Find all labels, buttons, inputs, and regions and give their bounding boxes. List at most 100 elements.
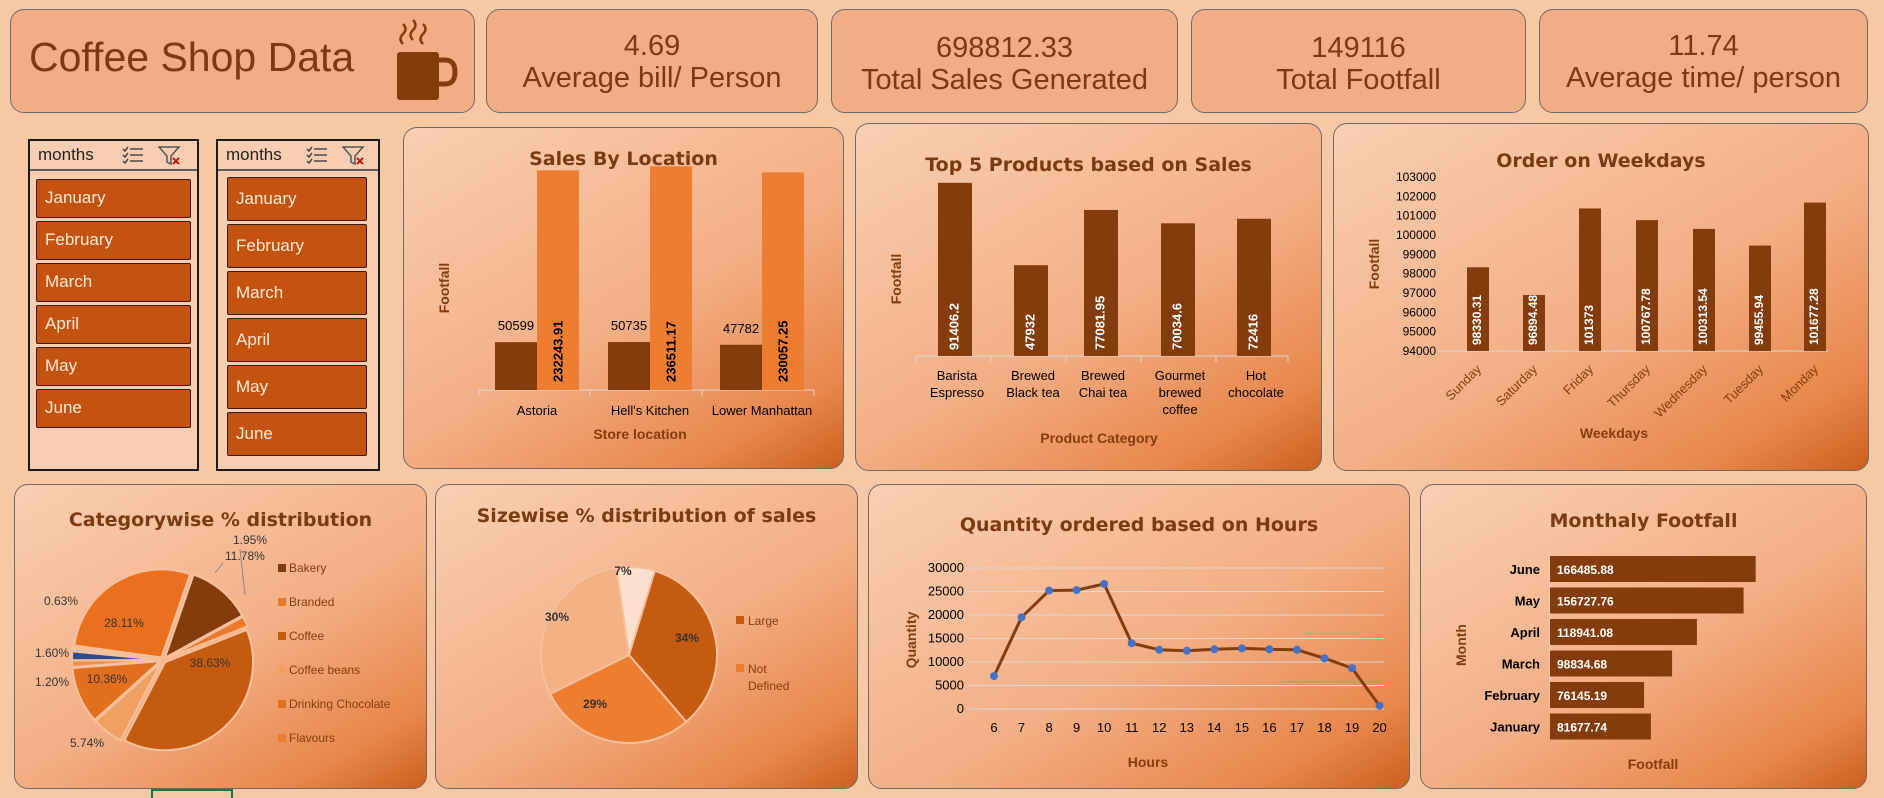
legend-swatch (278, 700, 286, 708)
data-label: 100767.78 (1639, 288, 1653, 345)
pie-data-label: 30% (545, 610, 569, 624)
chart-title: Order on Weekdays (1496, 150, 1706, 172)
data-point (1017, 613, 1026, 622)
slicer-item-april[interactable]: April (36, 305, 191, 344)
y-tick-label: February (1484, 688, 1540, 703)
pie-data-label: 0.63% (44, 594, 78, 608)
slicer-item-march[interactable]: March (227, 271, 367, 315)
clear-filter-icon[interactable] (342, 146, 366, 166)
slicer-item-june[interactable]: June (227, 412, 367, 456)
x-axis-title: Footfall (1628, 756, 1679, 772)
months-slicer-2[interactable]: months January February March April May … (216, 139, 380, 471)
legend-swatch (278, 666, 286, 674)
kpi-value: 4.69 (623, 30, 681, 62)
leader-line (239, 548, 246, 596)
data-label: 77081.95 (1092, 296, 1107, 350)
tick-label: Brewed (1011, 368, 1055, 383)
y-tick-label: 100000 (1396, 228, 1436, 242)
months-slicer[interactable]: months January February March April May … (28, 139, 199, 471)
order-weekdays-chart: 94000 95000 96000 97000 98000 99000 100000 1010… (1366, 170, 1828, 441)
pie-slice (165, 615, 249, 660)
page-title: Coffee Shop Data (29, 34, 355, 80)
x-tick-label: 12 (1152, 720, 1166, 735)
legend-swatch (736, 616, 744, 624)
bar (1636, 220, 1658, 351)
clear-filter-icon[interactable] (158, 146, 182, 166)
pie-data-label: 10.36% (87, 672, 128, 686)
tick-label: coffee (1162, 402, 1197, 417)
slicer-item-may[interactable]: May (36, 347, 191, 386)
y-tick-label: May (1515, 594, 1541, 609)
x-tick-label: 7 (1018, 720, 1025, 735)
sales-by-location-chart: 50599 232243.91 Astoria 50735 236511.17 Hell'… (436, 166, 815, 442)
x-tick-label: 11 (1125, 720, 1139, 735)
tick-label: Hot (1246, 368, 1267, 383)
slicer-item-january[interactable]: January (36, 179, 191, 218)
data-label: 47782 (723, 321, 759, 336)
multi-select-icon[interactable] (306, 146, 328, 164)
y-tick-label: April (1510, 625, 1540, 640)
slicer-item-april[interactable]: April (227, 318, 367, 362)
tick-label: Saturday (1493, 361, 1541, 409)
x-axis-title: Weekdays (1580, 425, 1648, 441)
data-point (1210, 645, 1219, 654)
top-products-card: Top 5 Products based on Sales 91406.2 Bar… (855, 123, 1322, 471)
tick-label: Hell's Kitchen (611, 403, 689, 418)
y-tick-label: 20000 (928, 607, 964, 622)
y-tick-label: 0 (957, 701, 964, 716)
pie-data-label: 38.63% (190, 656, 231, 670)
slicer-item-june[interactable]: June (36, 389, 191, 428)
kpi-total-footfall: 149116 Total Footfall (1191, 9, 1526, 113)
leader-line (214, 562, 224, 574)
bar (1749, 245, 1771, 351)
bar (1237, 218, 1271, 356)
legend-label: Branded (289, 595, 334, 609)
tick-label: Astoria (517, 403, 558, 418)
selected-cell[interactable] (151, 789, 233, 798)
bar-sales (762, 172, 804, 390)
y-tick-label: 5000 (935, 678, 964, 693)
y-axis-title: Footfall (1366, 239, 1382, 290)
kpi-label: Average time/ person (1565, 62, 1842, 94)
slicer-item-january[interactable]: January (227, 177, 367, 221)
bar (1467, 267, 1489, 351)
x-tick-label: 19 (1345, 720, 1359, 735)
pie-data-label: 1.95% (233, 533, 267, 547)
pie-data-label: 1.20% (35, 675, 69, 689)
slicer-item-may[interactable]: May (227, 365, 367, 409)
data-label: 99455.94 (1752, 295, 1766, 345)
coffee-cup-icon (397, 19, 458, 100)
x-tick-label: 9 (1073, 720, 1080, 735)
kpi-value: 698812.33 (935, 32, 1074, 64)
multi-select-icon[interactable] (122, 146, 144, 164)
y-axis-title: Footfall (436, 263, 452, 314)
kpi-average-bill: 4.69 Average bill/ Person (486, 9, 818, 113)
bar-sales (537, 170, 579, 390)
tick-label: Black tea (1006, 385, 1060, 400)
legend-swatch (278, 598, 286, 606)
pie-data-label: 34% (675, 631, 699, 645)
pie-data-label: 5.74% (70, 736, 104, 750)
chart-title: Categorywise % distribution (68, 509, 373, 531)
y-tick-label: 103000 (1396, 170, 1436, 184)
x-axis-title: Product Category (1040, 430, 1158, 446)
legend-label: Large (748, 614, 779, 628)
data-label: 91406.2 (946, 303, 961, 350)
data-point (1292, 645, 1301, 654)
kpi-average-time: 11.74 Average time/ person (1539, 9, 1868, 113)
pie-data-label: 1.60% (35, 646, 69, 660)
bar (1550, 619, 1697, 645)
slicer-item-march[interactable]: March (36, 263, 191, 302)
quantity-hours-card: Quantity ordered based on Hours 0 5000 100… (868, 484, 1410, 789)
y-axis-title: Footfall (888, 254, 904, 305)
y-tick-label: 102000 (1396, 189, 1436, 203)
pie-slice (71, 646, 161, 661)
data-label: 156727.76 (1557, 595, 1614, 609)
slicer-item-february[interactable]: February (36, 221, 191, 260)
data-label: 72416 (1245, 314, 1260, 350)
chart-title: Quantity ordered based on Hours (959, 514, 1319, 536)
pie-slice (548, 653, 688, 744)
data-label: 101373 (1582, 305, 1596, 345)
y-tick-label: 30000 (928, 560, 964, 575)
slicer-item-february[interactable]: February (227, 224, 367, 268)
